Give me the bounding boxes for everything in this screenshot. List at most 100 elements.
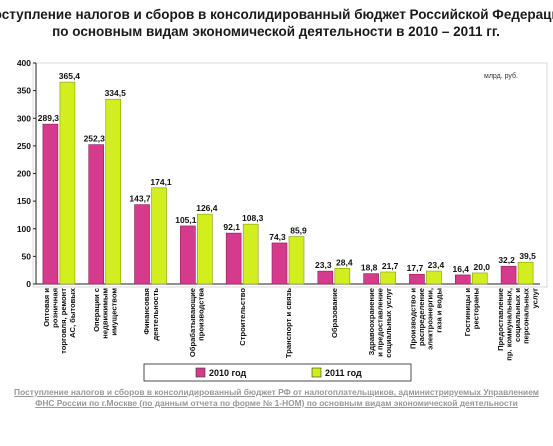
bar-2010 [500,265,517,285]
y-tick-label: 0 [26,279,31,289]
category-label-line: Производство и [409,288,418,349]
category-label: Предоставлениепр. коммунальных,социальны… [496,287,539,361]
bar-2010 [42,123,59,285]
value-label-2011: 174,1 [150,177,172,187]
bar-chart: Поступление налогов и сборов в консолиди… [0,7,553,382]
y-tick-label: 300 [17,113,31,123]
category-label-line: Оптовая и [42,288,51,327]
bars [42,81,534,285]
category-label-line: пр. коммунальных, [504,288,513,361]
value-label-2011: 39,5 [519,251,536,261]
bar-2010 [363,273,379,285]
value-label-2011: 28,4 [336,257,353,267]
bar-2010 [225,232,242,285]
bar-2010 [409,273,425,285]
legend: 2010 год 2011 год [143,363,412,382]
y-tick-label: 150 [17,196,31,206]
category-label-line: персональных [522,287,531,344]
category-label-line: газа и воды [434,288,443,333]
bar-2010 [134,204,150,285]
legend-label-2010: 2010 год [209,368,247,378]
category-label: Строительство [238,288,247,346]
plot-border [32,62,548,288]
value-label-2010: 32,2 [498,255,515,265]
category-label-line: Транспорт и связь [284,288,293,358]
value-label-2010: 252,3 [84,134,106,144]
value-label-2011: 334,5 [105,88,127,98]
bar-2011 [334,268,351,285]
category-label-line: распределение [417,288,426,346]
value-label-2011: 85,9 [290,226,307,236]
category-labels: Оптовая ирозничнаяторговля, ремонтАС, бы… [42,287,539,361]
legend-swatch-2010 [195,367,206,378]
value-labels: 289,3 365,4 252,3 334,5 143,7 174,1 105,1 126,4… [38,71,536,274]
source-caption[interactable]: Поступление налогов и сборов в консолиди… [14,387,539,408]
category-label: Оптовая ирозничнаяторговля, ремонтАС, бы… [42,287,77,354]
bar-2011 [471,272,488,285]
bar-2011 [242,223,259,285]
category-label-line: социальных услуг [384,288,393,358]
chart-title-line: по основным видам экономической деятельн… [52,24,500,39]
category-label: Гостиницы ирестораны [463,288,481,337]
category-label-line: Обрабатывающие [188,288,197,357]
category-label: Транспорт и связь [284,288,293,358]
category-label-line: Финансовая [142,288,151,335]
category-label-line: деятельность [151,288,160,341]
bar-2011 [517,261,534,285]
bar-2010 [317,270,334,285]
value-label-2010: 105,1 [175,215,197,225]
category-label-line: и предоставление [376,288,385,357]
value-label-2011: 126,4 [196,203,218,213]
bar-2011 [380,271,396,285]
value-label-2011: 21,7 [382,261,399,271]
value-label-2011: 20,0 [473,262,490,272]
category-label-line: розничная [51,288,60,328]
value-label-2011: 23,4 [428,260,445,270]
value-label-2010: 18,8 [361,263,378,273]
bar-2010 [454,274,471,285]
category-label-line: производства [197,287,206,341]
bar-2011 [426,270,442,285]
bar-2011 [105,98,122,285]
category-label-line: Операции с [92,288,101,332]
bar-2011 [59,81,76,285]
category-label-line: Предоставление [496,288,505,351]
y-tick-label: 400 [17,58,31,68]
category-label: Операции снедвижимымимуществом [92,288,118,339]
bar-2010 [180,225,196,285]
category-label-line: торговля, ремонт [59,288,68,354]
value-label-2010: 289,3 [38,113,60,123]
value-label-2010: 23,3 [315,260,332,270]
y-tick-label: 350 [17,86,31,96]
category-label-line: Образование [330,288,339,338]
category-label: Образование [330,288,339,338]
category-label-line: услуг [530,288,539,308]
category-label-line: электроэнергии, [426,288,435,350]
value-label-2010: 143,7 [129,194,151,204]
legend-box [143,363,412,382]
unit-label: млрд. руб. [484,72,518,80]
category-label-line: недвижимым [101,288,110,339]
category-label-line: имуществом [109,288,118,336]
value-label-2011: 365,4 [59,71,81,81]
legend-swatch-2011 [311,367,322,378]
category-label-line: АС, бытовых [68,287,77,338]
category-label-line: рестораны [472,288,481,329]
category-label: Здравоохранениеи предоставлениесоциальны… [367,288,393,358]
y-tick-label: 200 [17,169,31,179]
chart-title-line: Поступление налогов и сборов в консолиди… [0,7,553,22]
y-tick-label: 50 [22,251,32,261]
value-label-2010: 92,1 [223,222,240,232]
category-label-line: Строительство [238,288,247,346]
bar-2011 [197,213,213,285]
value-label-2010: 74,3 [269,232,286,242]
bar-2010 [88,144,105,285]
y-tick-label: 100 [17,224,31,234]
category-label-line: социальных и [513,288,522,342]
category-label: Финансоваядеятельность [142,288,160,341]
chart-title: Поступление налогов и сборов в консолиди… [0,7,553,39]
y-tick-label: 250 [17,141,31,151]
bar-2010 [271,242,288,285]
value-label-2011: 108,3 [242,213,264,223]
category-label: Производство ираспределениеэлектроэнерги… [409,288,444,350]
